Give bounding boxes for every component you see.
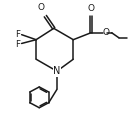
Text: O: O [37,3,44,12]
Text: F: F [15,30,20,39]
Text: O: O [87,4,94,13]
Text: N: N [53,66,61,76]
Text: O: O [103,28,110,37]
Text: F: F [15,40,20,49]
